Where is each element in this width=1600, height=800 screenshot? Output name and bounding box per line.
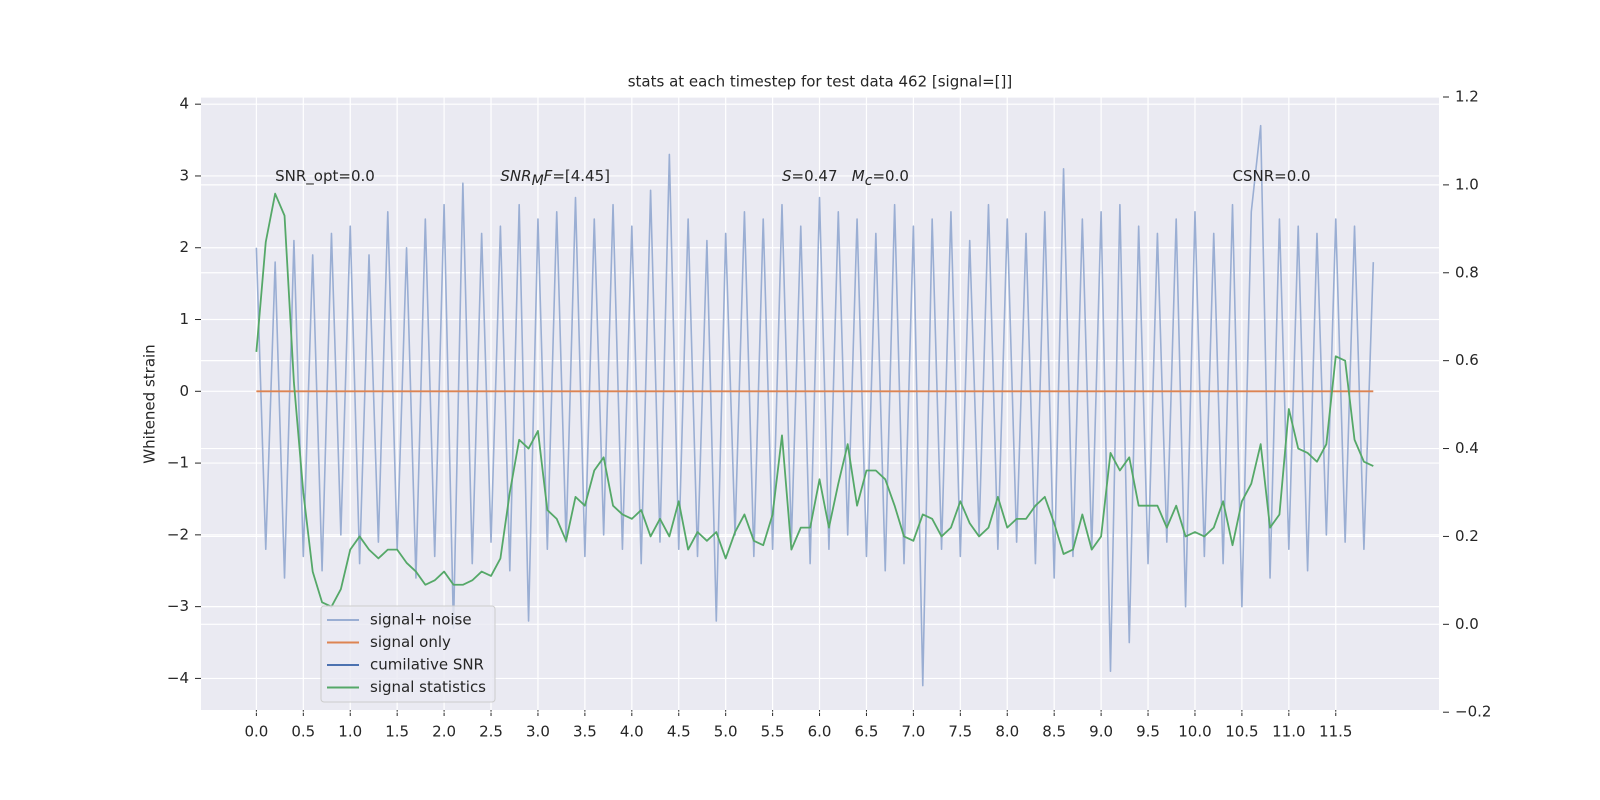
annotation: S=0.47 Mc=0.0 — [782, 166, 909, 189]
x-tick-label: 7.0 — [901, 723, 925, 741]
y-tick-label: 3 — [179, 166, 189, 184]
annotation-part: SNR — [500, 166, 531, 184]
annotation-part: =0.47 — [792, 166, 852, 184]
x-tick-label: 1.0 — [338, 723, 362, 741]
y-tick-label: −3 — [167, 597, 189, 615]
annotation-part: =[4.45] — [552, 166, 610, 184]
y-tick-label: 2 — [179, 238, 189, 256]
x-tick-label: 3.5 — [573, 723, 597, 741]
annotation-part: M — [852, 166, 865, 184]
y-tick-label: 4 — [179, 95, 189, 113]
x-tick-label: 10.5 — [1225, 723, 1258, 741]
y2-tick-label: 0.8 — [1455, 263, 1479, 281]
x-tick-label: 10.0 — [1178, 723, 1211, 741]
x-tick-label: 3.0 — [526, 723, 550, 741]
x-tick-label: 5.0 — [714, 723, 738, 741]
y2-tick-label: 0.2 — [1455, 527, 1479, 545]
y2-tick-label: 0.6 — [1455, 351, 1479, 369]
x-tick-label: 6.0 — [808, 723, 832, 741]
legend-label: signal only — [370, 633, 451, 651]
x-tick-label: 7.5 — [948, 723, 972, 741]
series-line — [255, 124, 1375, 687]
y-tick-label: −1 — [167, 454, 189, 472]
y2-tick-label: −0.2 — [1455, 703, 1491, 721]
annotation-part: c — [865, 173, 873, 189]
y-tick-label: −4 — [167, 669, 189, 687]
y2-tick-label: 0.0 — [1455, 615, 1479, 633]
series-line — [255, 192, 1374, 608]
annotation-part: M — [532, 173, 544, 189]
x-tick-label: 11.5 — [1319, 723, 1352, 741]
annotation: CSNR=0.0 — [1233, 166, 1311, 184]
x-tick-label: 8.5 — [1042, 723, 1066, 741]
legend-label: signal statistics — [370, 678, 486, 696]
x-tick-label: 0.5 — [291, 723, 315, 741]
y-tick-label: −2 — [167, 525, 189, 543]
annotation: SNRMF=[4.45] — [500, 166, 610, 189]
legend-label: signal+ noise — [370, 611, 472, 629]
annotation-part: =0.0 — [872, 166, 908, 184]
annotation: SNR_opt=0.0 — [275, 166, 375, 185]
annotation-part: S — [782, 166, 792, 184]
y-tick-label: 1 — [179, 310, 189, 328]
x-tick-label: 8.0 — [995, 723, 1019, 741]
y-tick-label: 0 — [179, 382, 189, 400]
annotation-part: SNR_opt=0.0 — [275, 166, 375, 185]
y2-tick-label: 1.0 — [1455, 175, 1479, 193]
x-tick-label: 4.0 — [620, 723, 644, 741]
y2-tick-label: 0.4 — [1455, 439, 1479, 457]
x-tick-label: 6.5 — [855, 723, 879, 741]
legend-label: cumilative SNR — [370, 656, 484, 674]
legend-box — [320, 605, 496, 703]
x-tick-label: 4.5 — [667, 723, 691, 741]
annotation-part: F — [544, 166, 553, 184]
y-axis-label: Whitened strain — [141, 344, 159, 463]
y2-tick-label: 1.2 — [1455, 88, 1479, 106]
chart-title: stats at each timestep for test data 462… — [628, 73, 1013, 91]
x-tick-label: 2.5 — [479, 723, 503, 741]
x-tick-label: 9.0 — [1089, 723, 1113, 741]
x-tick-label: 5.5 — [761, 723, 785, 741]
x-tick-label: 2.0 — [432, 723, 456, 741]
x-tick-label: 1.5 — [385, 723, 409, 741]
annotation-part: CSNR=0.0 — [1233, 166, 1311, 184]
x-tick-label: 0.0 — [244, 723, 268, 741]
x-tick-label: 9.5 — [1136, 723, 1160, 741]
x-tick-label: 11.0 — [1272, 723, 1305, 741]
